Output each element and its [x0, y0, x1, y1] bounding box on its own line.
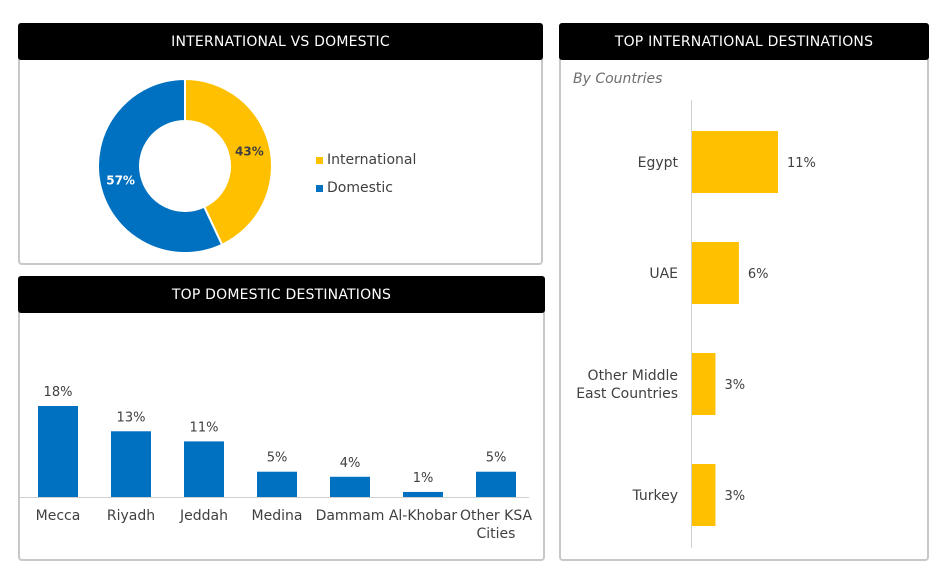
domestic-value-riyadh: 13% [117, 410, 146, 425]
international-bar-chart: 11% Egypt 6% UAE 3% Other Middle East Countrie… [576, 100, 816, 548]
domestic-bar-other-ksa-cities [476, 471, 516, 497]
international-bar-uae [692, 242, 739, 304]
top-international-title: TOP INTERNATIONAL DESTINATIONS [559, 23, 929, 60]
domestic-value-jeddah: 11% [190, 420, 219, 435]
international-value-turkey: 3% [724, 489, 745, 504]
top-international-panel [559, 23, 929, 561]
legend-label-international: International [327, 152, 417, 168]
international-category-other-middle-east-countries-line-1: Other Middle [588, 368, 678, 384]
international-category-egypt: Egypt [638, 155, 679, 171]
domestic-bar-jeddah [184, 441, 224, 497]
legend-label-domestic: Domestic [327, 180, 393, 196]
domestic-category-other-ksa-cities-line-2: Cities [477, 526, 516, 542]
domestic-category-medina: Medina [252, 508, 303, 524]
donut-chart: 43% 57% [97, 77, 273, 254]
domestic-bar-dammam [330, 476, 370, 497]
international-category-turkey: Turkey [631, 488, 678, 504]
international-bar-other-middle-east-countries [692, 353, 716, 415]
domestic-value-other-ksa-cities: 5% [486, 451, 507, 466]
donut-legend: International Domestic [316, 146, 416, 202]
international-category-uae: UAE [649, 266, 678, 282]
domestic-value-dammam: 4% [340, 456, 361, 471]
donut-slice-international [184, 77, 273, 247]
top-international-subtitle: By Countries [573, 71, 663, 87]
international-bar-egypt [692, 131, 778, 193]
top-domestic-title: TOP DOMESTIC DESTINATIONS [18, 276, 545, 313]
domestic-category-dammam: Dammam [316, 508, 385, 524]
international-value-uae: 6% [748, 267, 769, 282]
intl-vs-domestic-title: INTERNATIONAL VS DOMESTIC [18, 23, 543, 60]
domestic-bar-mecca [38, 406, 78, 497]
international-bar-turkey [692, 464, 716, 526]
domestic-bar-al-khobar [403, 491, 443, 497]
domestic-bar-medina [257, 471, 297, 497]
domestic-bar-riyadh [111, 431, 151, 497]
donut-label-domestic: 57% [106, 173, 135, 187]
international-value-egypt: 11% [787, 156, 816, 171]
domestic-category-other-ksa-cities-line-1: Other KSA [460, 508, 533, 524]
domestic-value-medina: 5% [267, 451, 288, 466]
legend-swatch-international [316, 156, 323, 164]
legend-item-domestic: Domestic [316, 174, 416, 202]
international-value-other-middle-east-countries: 3% [724, 378, 745, 393]
domestic-category-mecca: Mecca [36, 508, 81, 524]
donut-slice-domestic [97, 77, 224, 254]
legend-swatch-domestic [316, 184, 323, 192]
domestic-value-mecca: 18% [44, 385, 73, 400]
international-category-other-middle-east-countries-line-2: East Countries [576, 386, 678, 402]
domestic-value-al-khobar: 1% [413, 471, 434, 486]
donut-label-international: 43% [235, 145, 264, 159]
domestic-category-al-khobar: Al-Khobar [389, 508, 458, 524]
legend-item-international: International [316, 146, 416, 174]
domestic-bar-chart: 18% Mecca 13% Riyadh 11% Jeddah 5% Medina 4% Damm… [20, 385, 533, 542]
domestic-category-jeddah: Jeddah [179, 508, 228, 524]
domestic-category-riyadh: Riyadh [107, 508, 155, 524]
